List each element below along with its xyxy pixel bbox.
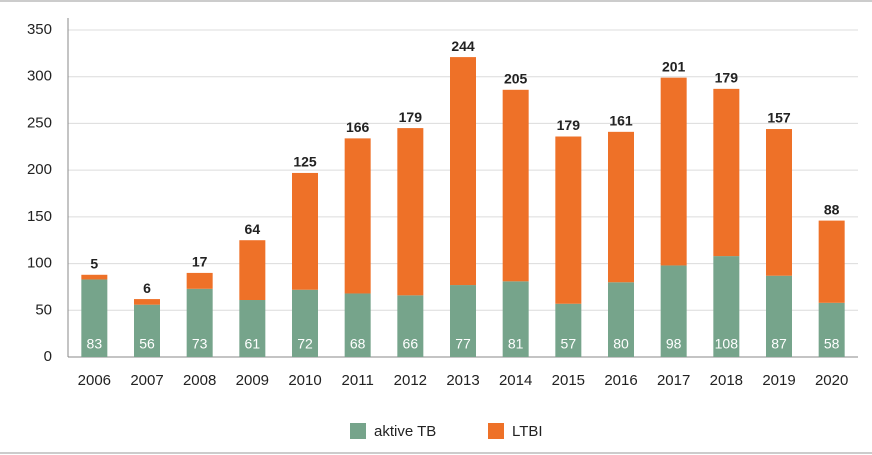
value-label: 56: [139, 336, 155, 352]
value-label: 179: [557, 117, 581, 133]
value-label: 125: [293, 154, 317, 170]
x-tick-label: 2011: [342, 372, 374, 389]
value-label: 83: [87, 336, 103, 352]
bar-segment: [292, 289, 318, 357]
value-label: 73: [192, 336, 208, 352]
y-tick-label: 250: [27, 114, 52, 131]
value-label: 77: [455, 336, 471, 352]
value-label: 87: [771, 336, 787, 352]
x-tick-label: 2013: [446, 372, 479, 389]
value-label: 61: [245, 336, 261, 352]
bar-segment: [660, 265, 687, 357]
value-label: 166: [346, 119, 370, 135]
value-label: 179: [715, 70, 739, 86]
x-tick-label: 2017: [657, 372, 690, 389]
value-label: 57: [561, 336, 577, 352]
y-tick-label: 0: [44, 348, 52, 365]
value-label: 244: [451, 38, 475, 54]
bar-segment: [239, 240, 266, 301]
bar-segment: [239, 300, 266, 357]
bar-segment: [450, 285, 476, 357]
bar-segment: [450, 57, 476, 286]
bar-segment: [713, 256, 740, 357]
x-tick-label: 2006: [78, 372, 111, 389]
value-label: 64: [245, 221, 261, 237]
bar-segment: [292, 172, 318, 290]
value-label: 98: [666, 336, 682, 352]
bar-segment: [81, 279, 108, 357]
x-tick-label: 2010: [288, 372, 321, 389]
bar-segment: [344, 293, 371, 357]
bar-segment: [766, 129, 792, 276]
bar-segment: [134, 304, 160, 357]
x-tick-label: 2012: [394, 372, 427, 389]
y-tick-label: 200: [27, 161, 52, 178]
x-tick-label: 2019: [762, 372, 795, 389]
y-tick-label: 350: [27, 21, 52, 38]
value-label: 72: [297, 336, 313, 352]
bar-segment: [81, 274, 108, 280]
value-label: 201: [662, 58, 686, 74]
y-tick-label: 100: [27, 255, 52, 272]
bar-segment: [134, 299, 160, 305]
bar-segment: [555, 303, 582, 357]
value-label: 88: [824, 201, 840, 217]
bar-segment: [608, 131, 634, 283]
x-tick-label: 2016: [604, 372, 637, 389]
value-label: 108: [715, 336, 739, 352]
x-tick-label: 2007: [130, 372, 163, 389]
x-tick-label: 2008: [183, 372, 216, 389]
value-label: 5: [90, 255, 98, 271]
bar-segment: [555, 136, 582, 304]
x-tick-label: 2015: [552, 372, 585, 389]
x-tick-label: 2020: [815, 372, 848, 389]
x-tick-label: 2018: [710, 372, 743, 389]
legend-swatch: [350, 423, 366, 439]
y-tick-label: 300: [27, 68, 52, 85]
bar-segment: [713, 88, 740, 257]
value-label: 17: [192, 254, 208, 270]
value-label: 80: [613, 336, 629, 352]
value-label: 179: [399, 109, 423, 125]
x-tick-label: 2014: [499, 372, 532, 389]
value-label: 68: [350, 336, 366, 352]
bar-segment: [502, 281, 529, 357]
bar-segment: [818, 220, 845, 303]
value-label: 81: [508, 336, 524, 352]
y-tick-label: 150: [27, 208, 52, 225]
value-label: 205: [504, 70, 528, 86]
bar-segment: [397, 295, 424, 357]
bar-segment: [502, 89, 529, 282]
x-tick-label: 2009: [236, 372, 269, 389]
value-label: 6: [143, 280, 151, 296]
legend-label: LTBI: [512, 423, 543, 440]
value-label: 66: [403, 336, 419, 352]
bar-segment: [344, 138, 371, 294]
y-tick-label: 50: [35, 301, 52, 318]
value-label: 157: [767, 110, 791, 126]
bar-segment: [608, 282, 634, 357]
bar-segment: [186, 272, 213, 289]
value-label: 161: [609, 113, 633, 129]
value-label: 58: [824, 336, 840, 352]
bar-segment: [818, 302, 845, 357]
legend-swatch: [488, 423, 504, 439]
bar-segment: [660, 77, 687, 266]
legend-label: aktive TB: [374, 423, 436, 440]
bar-segment: [397, 128, 424, 296]
bar-segment: [186, 288, 213, 357]
bar-segment: [766, 275, 792, 357]
